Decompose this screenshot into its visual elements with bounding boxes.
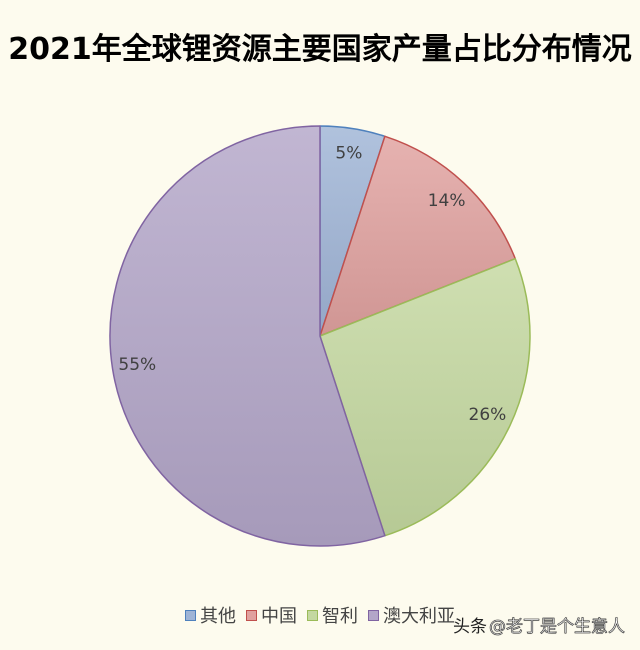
watermark-source: 头条: [453, 617, 487, 637]
pie-slice-3: [319, 257, 531, 537]
watermark: 头条 @老丁是个生意人: [453, 615, 625, 639]
pie-slice-label-1: 5%: [335, 143, 362, 163]
legend-label-1: 其他: [200, 606, 236, 627]
pie-slice-2: [319, 135, 516, 337]
legend-item-3: 智利: [307, 602, 358, 628]
legend-marker-3: [307, 609, 318, 621]
legend-item-2: 中国: [246, 602, 297, 628]
legend-marker-1: [185, 609, 196, 621]
pie-slice-label-3: 26%: [469, 405, 507, 425]
pie-slice-label-2: 14%: [428, 191, 466, 211]
legend-label-2: 中国: [261, 606, 297, 627]
legend-label-3: 智利: [322, 606, 358, 627]
legend-item-1: 其他: [185, 602, 236, 628]
chart-title: 2021年全球锂资源主要国家产量占比分布情况: [8, 32, 632, 67]
legend-marker-2: [246, 609, 257, 621]
legend-label-4: 澳大利亚: [383, 606, 455, 627]
chart-legend: 其他 中国 智利 澳大利亚: [0, 602, 640, 628]
pie-slice-label-4: 55%: [118, 355, 156, 375]
watermark-handle: @老丁是个生意人: [489, 617, 626, 638]
legend-item-4: 澳大利亚: [368, 602, 455, 628]
legend-marker-4: [368, 609, 379, 621]
pie-slice-4: [109, 125, 386, 547]
